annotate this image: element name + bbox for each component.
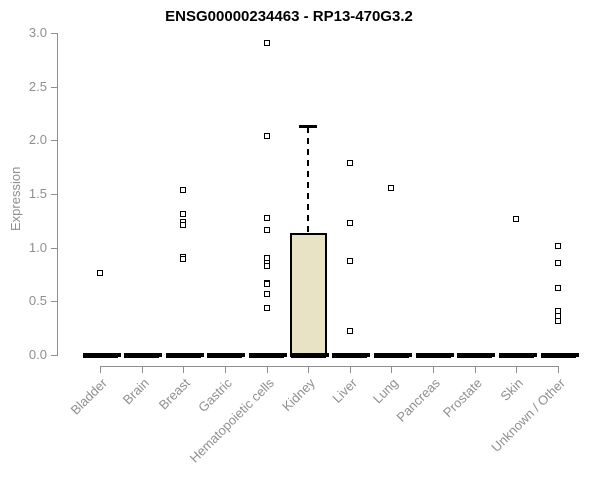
outlier-point <box>180 256 187 263</box>
outlier-point <box>263 39 270 46</box>
y-tick-label: 0.0 <box>28 347 47 362</box>
zero-point-marker <box>241 353 246 357</box>
x-tick-mark <box>391 367 393 373</box>
y-tick-label: 1.0 <box>28 239 47 255</box>
x-tick-mark <box>266 367 268 373</box>
y-tick-label: 2.5 <box>28 78 47 94</box>
outlier-point <box>263 304 270 311</box>
zero-point-marker <box>158 353 163 357</box>
median-bar <box>124 353 160 358</box>
median-bar <box>165 353 201 358</box>
outlier-point <box>180 211 187 218</box>
outlier-point <box>180 186 187 193</box>
x-tick-mark <box>308 367 310 373</box>
median-bar <box>249 353 285 358</box>
outlier-point <box>513 215 520 222</box>
x-tick-mark <box>474 367 476 373</box>
zero-point-marker <box>407 353 412 357</box>
outlier-point <box>555 259 562 266</box>
whisker-line <box>307 127 310 233</box>
median-bar <box>332 353 368 358</box>
x-tick-mark <box>224 367 226 373</box>
median-bar <box>207 353 243 358</box>
x-axis-line <box>100 366 560 367</box>
zero-point-marker <box>116 353 121 357</box>
x-tick-mark <box>516 367 518 373</box>
outlier-point <box>346 257 353 264</box>
zero-point-marker <box>449 353 454 357</box>
median-bar <box>82 353 118 358</box>
y-tick-label: 3.0 <box>28 25 47 40</box>
median-bar <box>415 353 451 358</box>
outlier-point <box>346 328 353 335</box>
y-tick-mark <box>51 86 57 88</box>
chart-title: ENSG00000234463 - RP13-470G3.2 <box>165 8 413 25</box>
box-rect <box>289 232 327 357</box>
x-tick-mark <box>349 367 351 373</box>
y-tick-mark <box>51 140 57 142</box>
outlier-point <box>263 290 270 297</box>
median-bar <box>498 353 534 358</box>
y-tick-mark <box>51 247 57 249</box>
y-tick-mark <box>51 33 57 34</box>
y-axis-line <box>57 33 58 356</box>
outlier-point <box>555 285 562 292</box>
median-bar <box>457 353 493 358</box>
x-tick-mark <box>558 367 560 373</box>
x-tick-mark <box>141 367 143 373</box>
zero-point-marker <box>199 353 204 357</box>
y-tick-mark <box>51 194 57 195</box>
x-tick-mark <box>433 367 435 373</box>
outlier-point <box>263 281 270 288</box>
zero-point-marker <box>532 353 537 357</box>
zero-point-marker <box>491 353 496 357</box>
median-bar <box>540 353 576 358</box>
zero-point-marker <box>574 353 579 357</box>
outlier-point <box>180 222 187 229</box>
outlier-point <box>555 317 562 324</box>
x-tick-mark <box>183 367 185 373</box>
zero-point-marker <box>324 353 329 357</box>
x-tick-mark <box>100 367 101 373</box>
outlier-point <box>97 270 103 277</box>
y-tick-label: 1.5 <box>28 186 47 201</box>
outlier-point <box>263 262 270 269</box>
outlier-point <box>346 219 353 226</box>
outlier-point <box>263 227 270 234</box>
outlier-point <box>263 214 270 221</box>
y-tick-mark <box>51 301 57 303</box>
whisker-cap <box>299 125 318 128</box>
zero-point-marker <box>366 353 371 357</box>
median-bar <box>373 353 409 358</box>
outlier-point <box>263 133 270 140</box>
y-tick-label: 0.5 <box>28 293 47 309</box>
zero-point-marker <box>283 353 288 357</box>
median-bar <box>290 353 326 358</box>
y-tick-label: 2.0 <box>28 132 47 148</box>
outlier-point <box>555 242 562 249</box>
outlier-point <box>388 184 395 191</box>
y-tick-mark <box>51 355 57 356</box>
outlier-point <box>346 159 353 166</box>
